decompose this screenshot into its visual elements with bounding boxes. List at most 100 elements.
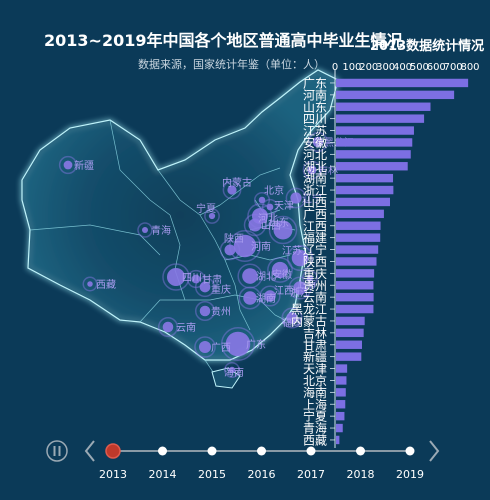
bar-天津[interactable]: [336, 364, 348, 373]
map-point-江苏[interactable]: [291, 249, 309, 267]
bar-宁夏[interactable]: [336, 411, 345, 421]
timeline-label-2019[interactable]: 2019: [396, 468, 424, 481]
map-label-北京: 北京: [264, 184, 284, 197]
bar-西藏[interactable]: [336, 435, 340, 445]
bar-广西[interactable]: [336, 209, 384, 219]
bar-江苏[interactable]: [336, 126, 414, 135]
bar-四川[interactable]: [336, 114, 425, 123]
map-point-海南[interactable]: [228, 366, 236, 374]
category-label-吉林: 吉林: [303, 326, 327, 340]
map-point-湖北[interactable]: [242, 268, 258, 284]
timeline-dot-2014[interactable]: [158, 446, 167, 456]
bar-河南[interactable]: [336, 90, 455, 100]
map-point-内蒙古[interactable]: [227, 185, 237, 195]
timeline-label-2014[interactable]: 2014: [149, 468, 177, 481]
timeline-dot-2015[interactable]: [207, 446, 217, 456]
timeline-dot-2016[interactable]: [257, 446, 266, 456]
timeline-dot-2018[interactable]: [356, 446, 365, 456]
category-label-重庆: 重庆: [303, 267, 327, 281]
map-point-河南[interactable]: [233, 234, 257, 258]
map-label-吉林: 吉林: [318, 164, 338, 177]
map-point-安徽[interactable]: [271, 261, 289, 279]
map-point-湖南[interactable]: [243, 291, 257, 305]
map-point-上海[interactable]: [306, 274, 314, 282]
map-point-山东[interactable]: [273, 220, 293, 240]
map-point-吉林[interactable]: [307, 165, 317, 175]
map-point-陕西[interactable]: [224, 244, 236, 256]
map-point-宁夏[interactable]: [208, 212, 216, 220]
bar-山东[interactable]: [336, 102, 431, 111]
map-point-黑龙江[interactable]: [312, 136, 324, 148]
ripple-河南: [229, 230, 261, 262]
map-point-甘肃[interactable]: [191, 274, 201, 284]
bar-吉林[interactable]: [336, 328, 364, 338]
bar-山西[interactable]: [336, 197, 390, 207]
map-point-江西[interactable]: [264, 290, 276, 302]
x-tick-label-300: 300: [376, 62, 395, 73]
timeline-label-2017[interactable]: 2017: [297, 468, 325, 481]
bar-福建[interactable]: [336, 233, 381, 242]
category-label-广东: 广东: [303, 76, 327, 90]
bar-江西[interactable]: [336, 221, 381, 230]
bar-湖北[interactable]: [336, 162, 408, 171]
map-label-辽宁: 辽宁: [302, 192, 322, 205]
bar-湖南[interactable]: [336, 173, 394, 183]
timeline-dot-2017[interactable]: [306, 446, 316, 456]
play-button[interactable]: [46, 440, 68, 462]
map-label-西藏: 西藏: [96, 279, 116, 291]
ripple-湖南: [238, 286, 262, 310]
bar-新疆[interactable]: [336, 352, 362, 361]
map-point-河北[interactable]: [251, 207, 269, 225]
bar-黑龙江[interactable]: [336, 304, 374, 314]
ripple-天津: [261, 198, 279, 216]
bar-内蒙古[interactable]: [336, 316, 365, 326]
timeline-label-2013[interactable]: 2013: [99, 468, 127, 481]
category-label-青海: 青海: [303, 421, 327, 436]
timeline-label-2015[interactable]: 2015: [198, 468, 226, 481]
map-point-贵州[interactable]: [199, 305, 211, 317]
map-point-重庆[interactable]: [199, 281, 211, 293]
play-button-circle[interactable]: [46, 440, 68, 462]
map-point-福建[interactable]: [286, 312, 298, 324]
timeline-dot-2013[interactable]: [105, 443, 121, 459]
map-point-北京[interactable]: [258, 196, 266, 204]
timeline-dot-2019[interactable]: [405, 446, 415, 456]
next-arrow-icon[interactable]: [429, 440, 440, 462]
bar-海南[interactable]: [336, 388, 346, 397]
map-point-西藏[interactable]: [87, 281, 93, 287]
map-point-辽宁[interactable]: [290, 192, 302, 204]
map-point-新疆[interactable]: [63, 160, 73, 170]
bar-河北[interactable]: [336, 150, 411, 159]
bar-浙江[interactable]: [336, 185, 394, 195]
timeline-label-2018[interactable]: 2018: [347, 468, 375, 481]
prev-arrow-icon[interactable]: [84, 440, 95, 462]
ripple-云南: [157, 316, 179, 338]
map-point-青海[interactable]: [142, 227, 148, 233]
bar-北京[interactable]: [336, 376, 347, 385]
x-tick-label-500: 500: [410, 62, 429, 73]
map-point-四川[interactable]: [166, 267, 186, 287]
map-point-云南[interactable]: [162, 321, 174, 333]
ripple-广东: [220, 326, 256, 362]
map-point-广东[interactable]: [225, 331, 251, 357]
bar-甘肃[interactable]: [336, 340, 362, 349]
map-label-广西: 广西: [211, 342, 231, 354]
ripple-浙江: [288, 276, 312, 300]
map-label-山东: 山东: [269, 216, 289, 229]
bar-广东[interactable]: [336, 78, 469, 88]
chart-title: 2013~2019年中国各个地区普通高中毕业生情况: [44, 31, 403, 50]
bar-辽宁[interactable]: [336, 245, 379, 254]
bar-云南[interactable]: [336, 292, 374, 302]
bar-陕西[interactable]: [336, 257, 377, 266]
map-point-广西[interactable]: [198, 340, 212, 354]
bar-上海[interactable]: [336, 400, 346, 409]
map-point-天津[interactable]: [266, 203, 274, 211]
timeline-label-2016[interactable]: 2016: [248, 468, 276, 481]
china-map-outline: [21, 69, 339, 361]
bar-安徽[interactable]: [336, 138, 413, 147]
bar-青海[interactable]: [336, 423, 343, 433]
map-point-浙江[interactable]: [293, 281, 307, 295]
bar-重庆[interactable]: [336, 269, 375, 278]
bar-贵州[interactable]: [336, 281, 374, 290]
